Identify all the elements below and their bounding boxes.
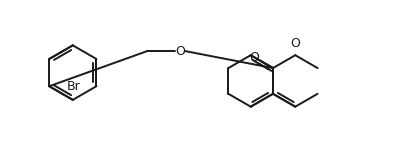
- Text: O: O: [175, 45, 185, 58]
- Text: Br: Br: [67, 80, 81, 93]
- Text: O: O: [249, 51, 259, 64]
- Text: O: O: [290, 37, 300, 50]
